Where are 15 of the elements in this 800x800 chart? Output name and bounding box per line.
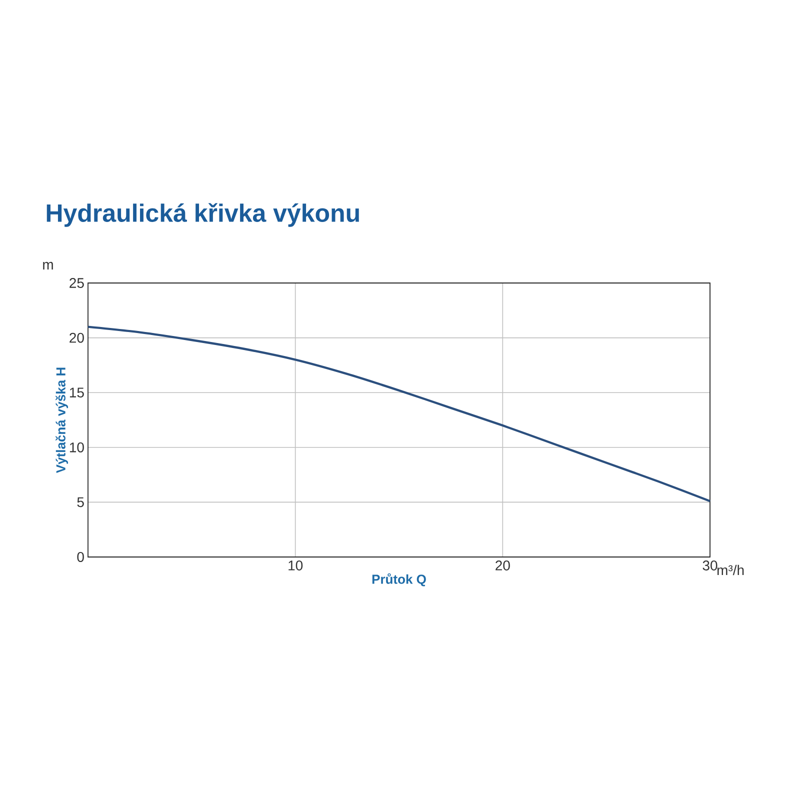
text: m³/h [717,564,744,576]
x-tick-label: 20 [496,560,510,570]
y-tick-label: 20 [70,332,84,343]
text: m [43,262,53,270]
chart-title: Hydraulická křivka výkonu [46,203,359,227]
x-axis-title: Průtok Q [372,573,426,586]
x-tick-label: 10 [288,560,303,570]
y-axis-title: Výtlačná výška H [56,368,68,474]
y-tick-label: 10 [70,442,84,452]
y-tick-label: 5 [77,497,84,508]
line-series [86,326,712,502]
y-tick-label: 25 [70,278,84,288]
x-tick-label: 30 [702,560,718,570]
y-tick-label: 15 [70,388,84,398]
y-tick-label: 0 [77,552,84,562]
